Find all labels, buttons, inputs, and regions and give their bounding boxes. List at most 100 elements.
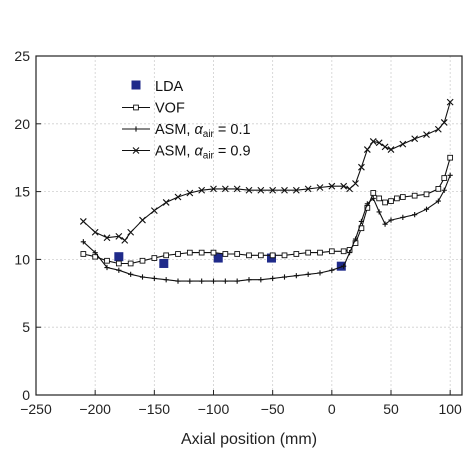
data-point-asm9: [304, 185, 312, 193]
data-point-asm1: [329, 267, 335, 273]
data-point-asm1: [222, 278, 228, 284]
data-point-asm9: [127, 228, 135, 236]
plot-frame: [35, 55, 463, 396]
y-tick-label: 25: [14, 48, 30, 64]
data-point-asm9: [411, 135, 419, 143]
x-tick-label: −200: [79, 401, 111, 417]
data-point-lda: [114, 252, 124, 262]
axis-ticks: −250 −200 −150 −100 −50 0 50 100 0 5 10 15 20 25: [14, 48, 462, 417]
data-point-vof: [198, 249, 205, 256]
data-point-vof: [281, 252, 288, 259]
data-point-asm9: [115, 232, 123, 240]
data-point-vof: [305, 249, 312, 256]
data-point-asm1: [305, 271, 311, 277]
data-point-asm9: [316, 184, 324, 191]
data-point-asm1: [317, 270, 323, 276]
data-point-vof: [127, 260, 134, 267]
data-point-asm9: [79, 218, 87, 225]
data-point-vof: [139, 257, 146, 264]
data-point-asm9: [381, 143, 389, 151]
data-point-vof: [328, 248, 335, 255]
data-point-vof: [411, 192, 418, 199]
data-point-asm1: [352, 236, 359, 242]
data-point-vof: [163, 252, 170, 259]
data-point-vof: [317, 249, 323, 256]
data-point-asm1: [358, 218, 365, 225]
legend-marker: [132, 147, 140, 154]
data-point-asm1: [435, 198, 441, 204]
data-point-asm9: [233, 185, 241, 193]
data-point-asm1: [370, 195, 376, 201]
data-point-asm1: [270, 275, 276, 281]
series-asm9: [79, 98, 454, 244]
data-point-asm1: [139, 274, 146, 280]
data-point-lda: [159, 258, 169, 268]
legend-item-asm1: ASM, αair = 0.1: [122, 122, 251, 140]
data-point-asm1: [423, 206, 430, 212]
data-point-vof: [399, 194, 406, 200]
data-point-asm1: [234, 278, 240, 284]
y-tick-label: 5: [22, 319, 30, 335]
data-point-asm9: [292, 186, 300, 194]
data-point-vof: [394, 195, 400, 202]
x-axis-title: Axial position (mm): [181, 431, 317, 448]
data-point-vof: [115, 260, 122, 267]
data-point-asm1: [441, 187, 447, 193]
y-tick-label: 0: [22, 387, 30, 403]
data-point-asm9: [103, 234, 111, 242]
data-point-asm1: [258, 277, 264, 283]
data-point-vof: [246, 252, 252, 259]
data-point-asm9: [221, 185, 229, 193]
data-point-vof: [388, 198, 394, 204]
data-point-asm9: [440, 119, 448, 126]
data-point-vof: [257, 252, 264, 259]
data-point-vof: [435, 186, 442, 192]
data-point-vof: [175, 251, 181, 257]
x-tick-label: −150: [139, 401, 171, 417]
data-point-asm9: [346, 185, 353, 193]
data-point-asm9: [375, 139, 383, 147]
data-point-asm1: [364, 201, 370, 207]
data-point-vof: [210, 249, 217, 256]
data-point-asm1: [400, 214, 406, 220]
data-point-asm9: [198, 186, 206, 194]
data-point-asm1: [382, 221, 388, 227]
legend-marker: [131, 80, 141, 90]
grid-lines: [36, 56, 462, 395]
data-point-asm9: [150, 207, 158, 214]
data-point-lda: [213, 253, 223, 263]
data-point-asm9: [434, 125, 442, 133]
data-point-asm9: [423, 131, 430, 139]
data-point-vof: [370, 190, 377, 196]
data-point-asm1: [388, 217, 394, 223]
series-asm1: [80, 172, 453, 284]
data-point-asm9: [340, 182, 348, 190]
data-point-asm9: [358, 163, 365, 171]
x-tick-label: −100: [198, 401, 230, 417]
legend-marker: [133, 126, 139, 132]
data-point-asm1: [341, 263, 347, 269]
data-point-asm1: [128, 271, 134, 277]
legend-label: ASM, αair = 0.1: [155, 122, 251, 140]
data-point-asm9: [174, 193, 182, 201]
data-point-asm1: [151, 275, 157, 281]
legend-item-asm9: ASM, αair = 0.9: [122, 144, 251, 162]
y-tick-label: 20: [14, 116, 30, 132]
data-point-asm1: [104, 264, 110, 271]
data-point-asm1: [447, 172, 453, 178]
data-point-vof: [293, 251, 300, 257]
data-point-vof: [441, 175, 448, 181]
data-point-asm9: [328, 182, 336, 190]
data-point-asm9: [369, 138, 377, 145]
data-point-asm9: [210, 185, 217, 193]
data-point-asm9: [387, 146, 395, 153]
data-point-asm9: [91, 228, 99, 236]
x-tick-label: −50: [261, 401, 285, 417]
data-point-asm9: [139, 216, 146, 224]
legend-marker: [133, 104, 139, 111]
data-point-asm9: [245, 186, 253, 194]
data-point-vof: [222, 251, 229, 257]
y-tick-label: 10: [14, 251, 30, 267]
x-tick-label: 100: [438, 401, 462, 417]
